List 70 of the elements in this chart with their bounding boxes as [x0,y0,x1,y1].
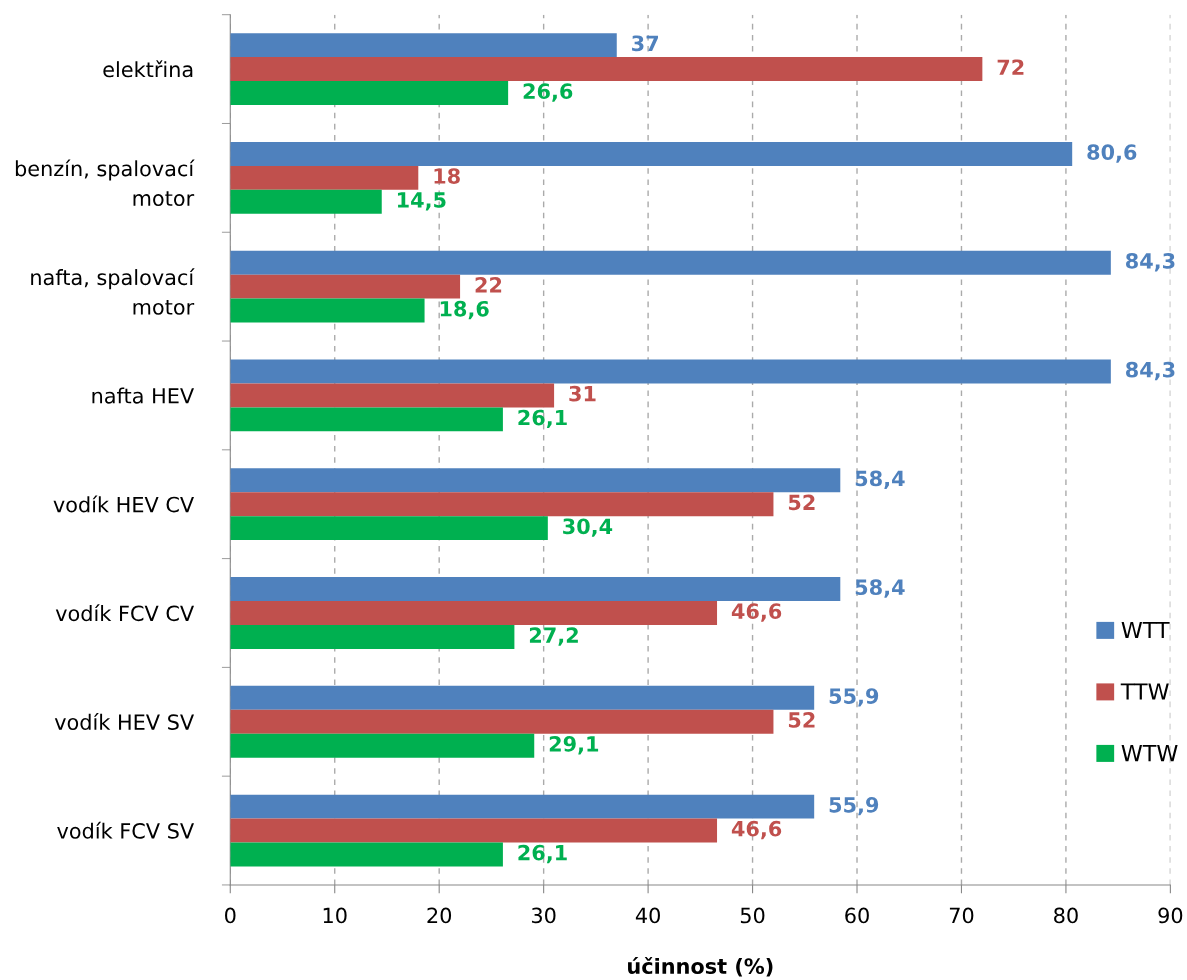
data-label: 31 [569,385,596,402]
bar [230,685,815,710]
data-label: 55,9 [829,796,879,816]
bar [230,274,461,299]
y-tick-label: vodík FCV SV [57,821,194,839]
data-label: 52 [788,494,815,511]
bar [230,468,841,493]
bar [230,298,425,323]
bar [230,141,1073,166]
data-label: 80,6 [1087,144,1137,163]
bar [230,81,509,105]
x-axis-title: účinnost (%) [628,957,773,977]
bar [230,189,382,214]
x-tick-label: 30 [531,907,556,924]
data-label: 58,4 [855,579,905,598]
legend-label: TTW [1120,683,1169,700]
x-tick-label: 40 [635,907,660,924]
bar [230,57,983,82]
y-tick-label: benzín, spalovací motor [15,159,195,207]
bar [230,165,419,190]
x-tick-label: 10 [323,907,347,924]
bar [230,407,503,432]
y-tick-label: elektřina [103,60,193,78]
x-tick-label: 50 [740,907,765,924]
data-label: 14,5 [397,192,446,211]
x-tick-label: 80 [1054,907,1078,924]
data-label: 26,6 [523,83,573,102]
bar [230,818,718,843]
data-label: 26,1 [518,409,567,429]
data-label: 84,3 [1126,361,1175,381]
data-label: 18 [434,168,460,184]
data-label: 26,1 [518,844,567,864]
bar [230,250,1111,275]
data-label: 18,6 [440,300,489,320]
data-label: 46,6 [731,603,782,622]
y-tick-label: vodík HEV SV [54,713,194,730]
data-label: 46,6 [731,820,782,840]
data-label: 84,3 [1126,253,1175,272]
bar [230,359,1111,384]
bar [230,383,555,408]
data-label: 55,9 [829,688,879,707]
legend-label: WTT [1121,621,1170,639]
data-label: 37 [632,35,658,52]
x-tick-label: 60 [845,907,869,924]
y-tick-label: vodík HEV CV [53,495,194,513]
data-label: 52 [788,712,815,728]
y-tick-label: nafta, spalovací motor [31,268,195,315]
y-tick-label: nafta HEV [92,387,194,404]
bar [230,577,841,602]
data-label: 22 [475,276,502,293]
x-tick-label: 70 [949,907,974,924]
data-label: 27,2 [529,627,578,646]
bar [230,733,535,758]
x-tick-label: 90 [1158,907,1183,924]
data-label: 29,1 [549,735,599,755]
x-tick-label: 20 [427,907,452,924]
bar [230,842,503,867]
bar [230,492,774,517]
bar [230,794,815,819]
legend-label: WTW [1121,744,1178,762]
bar [230,624,515,649]
bar [230,601,718,625]
x-tick-label: 0 [225,907,236,924]
bar [230,33,617,58]
data-label: 58,4 [855,470,905,489]
data-label: 72 [997,59,1024,75]
data-label: 30,4 [563,518,613,537]
bar [230,709,774,734]
bar [230,516,548,541]
y-tick-label: vodík FCV CV [55,604,194,622]
